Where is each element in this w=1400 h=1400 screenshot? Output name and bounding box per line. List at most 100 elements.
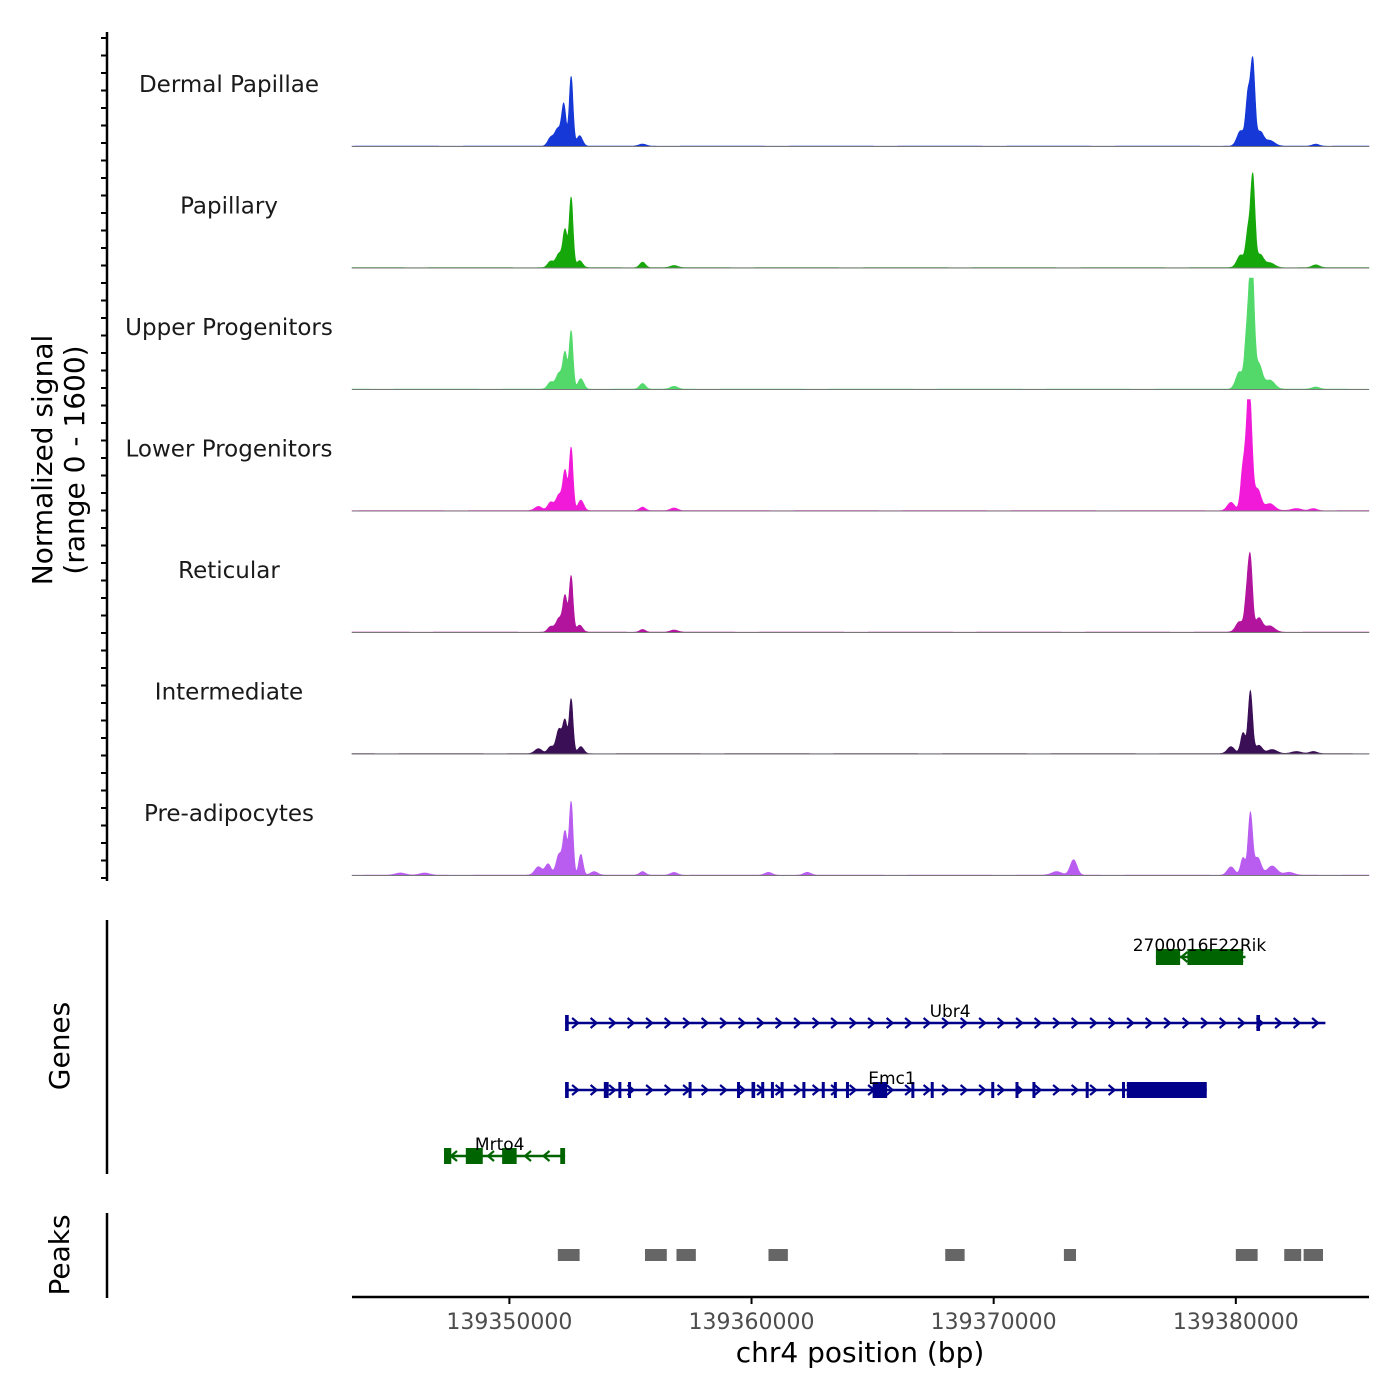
strand-arrow (996, 1084, 1006, 1096)
strand-arrow (1052, 1017, 1061, 1029)
exon (751, 1082, 756, 1098)
signal-area (351, 277, 1370, 390)
strand-arrow (1070, 1084, 1080, 1096)
strand-arrow (1292, 1017, 1302, 1029)
gene-label: Ubr4 (930, 1002, 971, 1022)
exon (465, 1148, 483, 1164)
exon (821, 1082, 825, 1098)
track-label: Dermal Papillae (139, 72, 319, 98)
strand-arrow (996, 1017, 1006, 1029)
strand-arrow (700, 1084, 710, 1096)
strand-arrow (1274, 1017, 1283, 1029)
strand-arrow (1311, 1017, 1320, 1029)
exon (603, 1082, 609, 1098)
y-axis-title-line1: Normalized signal (26, 335, 59, 586)
strand-arrow (848, 1017, 858, 1029)
signal-tracks: Dermal Papillae Papillary Upper Progenitor… (125, 56, 1370, 876)
strand-arrow (830, 1017, 839, 1029)
peak-region (768, 1249, 788, 1261)
peak-region (644, 1249, 667, 1261)
signal-area (351, 800, 1370, 876)
track-label: Papillary (180, 194, 278, 220)
strand-arrow (1107, 1017, 1117, 1029)
strand-arrow (848, 1084, 858, 1096)
strand-arrow (737, 1017, 747, 1029)
strand-arrow (608, 1084, 617, 1096)
signal-area (351, 56, 1370, 147)
exon (565, 1082, 569, 1098)
strand-arrow (1200, 1017, 1209, 1029)
strand-arrow (793, 1017, 802, 1029)
exon (737, 1082, 741, 1098)
exon (1122, 1082, 1126, 1098)
strand-arrow (1052, 1084, 1061, 1096)
track-label: Reticular (178, 558, 280, 584)
peak-region (1235, 1249, 1258, 1261)
strand-arrow (811, 1017, 821, 1029)
strand-arrow (1237, 1017, 1246, 1029)
peak-region (557, 1249, 580, 1261)
exon (872, 1082, 888, 1098)
strand-arrow (774, 1017, 784, 1029)
genes-panel-label: Genes (43, 1002, 76, 1090)
strand-arrow (1070, 1017, 1080, 1029)
strand-arrow (589, 1017, 599, 1029)
strand-arrow (941, 1017, 950, 1029)
exon (688, 1082, 692, 1098)
exon (628, 1082, 632, 1098)
strand-arrow (571, 1084, 580, 1096)
strand-arrow (608, 1017, 617, 1029)
strand-arrow (1107, 1084, 1117, 1096)
exon (991, 1082, 995, 1098)
y-ticks (101, 37, 107, 879)
strand-arrow (1126, 1017, 1135, 1029)
strand-arrow (904, 1084, 913, 1096)
strand-arrow (523, 1150, 532, 1162)
exon (780, 1082, 784, 1098)
strand-arrow (1144, 1017, 1154, 1029)
exon (770, 1082, 774, 1098)
gene-track: 2700016F22Rik Ubr4 Emc1 Mrto4 (444, 936, 1326, 1164)
signal-area (351, 551, 1370, 633)
strand-arrow (1033, 1084, 1043, 1096)
strand-arrow (922, 1084, 932, 1096)
peak-region (1284, 1249, 1302, 1261)
strand-arrow (867, 1017, 876, 1029)
exon (502, 1148, 517, 1164)
strand-arrow (719, 1017, 728, 1029)
strand-arrow (645, 1084, 654, 1096)
strand-arrow (959, 1017, 969, 1029)
strand-arrow (541, 1150, 551, 1162)
peak-region (1303, 1249, 1323, 1261)
x-tick-label: 139360000 (689, 1310, 815, 1335)
exon (761, 1082, 765, 1098)
strand-arrow (1163, 1017, 1172, 1029)
track-label: Upper Progenitors (125, 315, 333, 341)
strand-arrow (885, 1017, 895, 1029)
exon (1256, 1015, 1261, 1031)
strand-arrow (1181, 1017, 1191, 1029)
x-tick-label: 139370000 (931, 1310, 1057, 1335)
exon (833, 1082, 837, 1098)
signal-area (351, 171, 1370, 269)
strand-arrow (737, 1084, 747, 1096)
gene-label: Mrto4 (475, 1135, 525, 1155)
strand-arrow (885, 1084, 895, 1096)
y-axis-title-line2: (range 0 - 1600) (58, 345, 91, 574)
strand-arrow (811, 1084, 821, 1096)
strand-arrow (645, 1017, 654, 1029)
signal-area (351, 689, 1370, 755)
x-tick-label: 139380000 (1173, 1310, 1299, 1335)
exon (911, 1082, 915, 1098)
strand-arrow (663, 1084, 673, 1096)
strand-arrow (1218, 1017, 1228, 1029)
exon (1155, 949, 1181, 965)
peak-track (557, 1249, 1323, 1261)
track-label: Pre-adipocytes (144, 801, 314, 827)
exon (802, 1082, 806, 1098)
track-label: Lower Progenitors (126, 437, 333, 463)
strand-arrow (922, 1017, 932, 1029)
strand-arrow (793, 1084, 802, 1096)
